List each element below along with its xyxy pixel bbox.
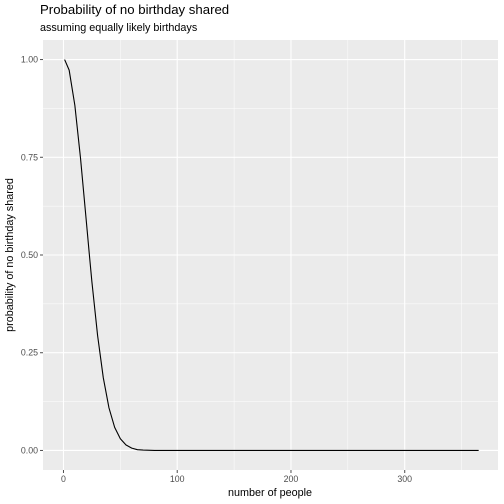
y-tick-label: 0.25 [21,348,38,358]
y-tick-label: 0.50 [21,250,38,260]
y-tick-label: 0.00 [21,445,38,455]
y-tick-label: 1.00 [21,55,38,65]
y-tick-label: 0.75 [21,152,38,162]
x-tick-label: 0 [61,474,66,484]
x-axis-title: number of people [228,487,312,499]
probability-line [64,59,479,451]
axes: 0 100 200 300 0.00 0.25 0.50 0.75 1.00 [21,55,412,484]
grid-lines [43,40,498,470]
x-tick-label: 200 [284,474,299,484]
chart-title: Probability of no birthday shared [40,2,229,17]
x-tick-label: 300 [397,474,412,484]
y-axis-title: probability of no birthday shared [4,178,16,332]
x-tick-label: 100 [170,474,185,484]
chart-subtitle: assuming equally likely birthdays [40,22,198,34]
